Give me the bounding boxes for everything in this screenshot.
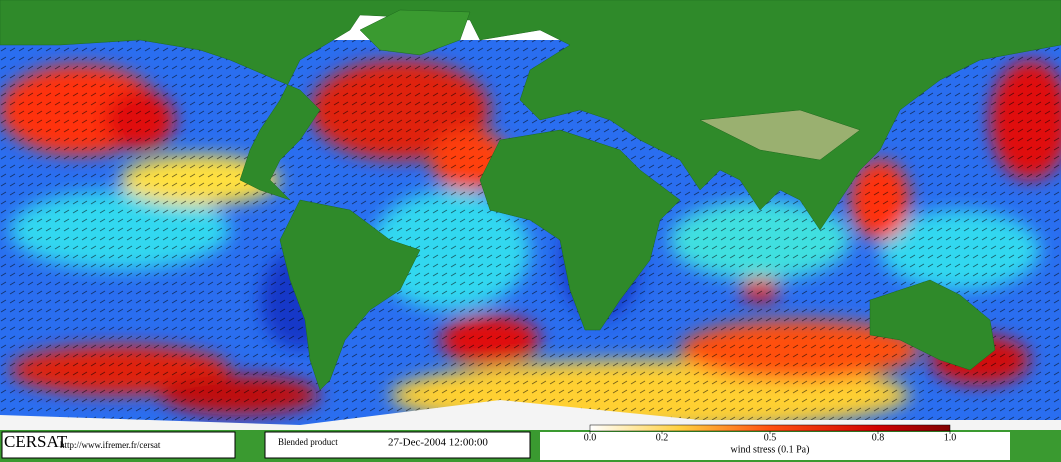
logo: CERSAT bbox=[4, 432, 68, 451]
product-box bbox=[264, 431, 531, 459]
colorbar-box bbox=[540, 432, 1010, 460]
info-box bbox=[1, 431, 236, 459]
land bbox=[0, 0, 1061, 432]
colorbar-tick-label: 0.2 bbox=[656, 432, 669, 443]
colorbar-label: wind stress (0.1 Pa) bbox=[731, 444, 810, 455]
colorbar-tick-label: 1.0 bbox=[944, 432, 957, 443]
colorbar bbox=[589, 424, 951, 432]
product: Blended product bbox=[278, 437, 338, 447]
date: 27-Dec-2004 12:00:00 bbox=[388, 437, 488, 449]
footer: CERSAT http://www.ifremer.fr/cersat Blen… bbox=[1, 424, 1010, 460]
colorbar-tick-label: 0.5 bbox=[764, 432, 777, 443]
colorbar-tick-label: 0.0 bbox=[584, 432, 597, 443]
url: http://www.ifremer.fr/cersat bbox=[60, 440, 161, 450]
colorbar-tick-label: 0.8 bbox=[872, 432, 885, 443]
